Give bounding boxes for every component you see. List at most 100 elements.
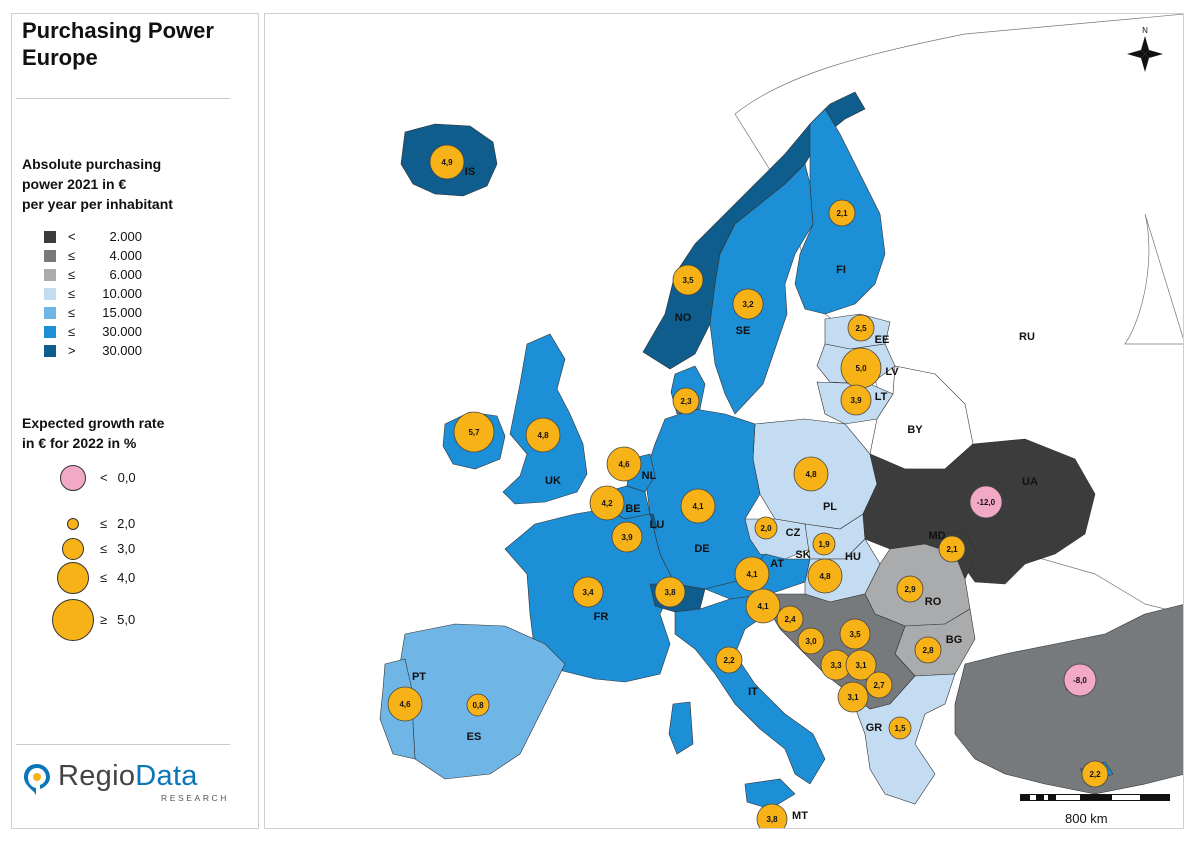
growth-bubble[interactable]: [672, 264, 704, 296]
growth-operator: <: [100, 470, 108, 485]
growth-bubble[interactable]: [654, 576, 686, 608]
growth-bubble-label: 3,5: [849, 630, 861, 639]
growth-bubble[interactable]: [776, 605, 804, 633]
growth-bubble[interactable]: [797, 627, 825, 655]
growth-bubble-label: 2,8: [922, 646, 934, 655]
country-label-lv: LV: [885, 366, 899, 378]
europe-map: IS NO SE FI RU EE LV LT BY UK NL BE LU DE PL UA CZ SK HU MD…: [379, 14, 1184, 829]
growth-operator: ≤: [100, 570, 108, 585]
growth-bubble-label: 1,9: [818, 540, 830, 549]
growth-bubble[interactable]: [429, 144, 465, 180]
class-value: 30.000: [102, 324, 142, 339]
growth-bubble[interactable]: [840, 384, 872, 416]
country-label-ee: EE: [875, 334, 890, 346]
growth-legend-symbol: [67, 518, 79, 530]
scale-bar: [1020, 794, 1170, 804]
growth-bubble-label: 2,1: [836, 209, 848, 218]
growth-bubble[interactable]: [732, 288, 764, 320]
growth-bubble[interactable]: [680, 488, 716, 524]
growth-legend-symbol: [52, 599, 94, 641]
growth-bubble[interactable]: [969, 485, 1003, 519]
country-tr[interactable]: [954, 604, 1184, 795]
growth-bubble-label: 2,0: [760, 524, 772, 533]
class-operator: >: [68, 343, 76, 358]
class-value: 2.000: [109, 229, 142, 244]
country-label-fr: FR: [594, 611, 609, 623]
growth-bubble[interactable]: [387, 686, 423, 722]
growth-bubble[interactable]: [938, 535, 966, 563]
growth-bubble-label: 3,1: [855, 661, 867, 670]
country-label-gr: GR: [866, 722, 883, 734]
country-label-de: DE: [694, 543, 709, 555]
growth-bubble[interactable]: [756, 803, 788, 829]
country-label-at: AT: [770, 558, 784, 570]
growth-legend-label: ≤3,0: [100, 541, 135, 556]
class-operator: ≤: [68, 324, 76, 339]
growth-bubble[interactable]: [865, 671, 893, 699]
country-label-ro: RO: [925, 596, 942, 608]
growth-bubble[interactable]: [672, 387, 700, 415]
class-value: 30.000: [102, 343, 142, 358]
growth-bubble[interactable]: [715, 646, 743, 674]
growth-bubble[interactable]: [828, 199, 856, 227]
growth-bubble[interactable]: [611, 521, 643, 553]
growth-bubble-label: 5,7: [468, 428, 480, 437]
growth-legend-label: <0,0: [100, 470, 136, 485]
country-it-sicily[interactable]: [744, 778, 796, 810]
growth-bubble[interactable]: [896, 575, 924, 603]
growth-bubble[interactable]: [1081, 760, 1109, 788]
compass-north-label: N: [1142, 26, 1148, 35]
growth-bubble[interactable]: [572, 576, 604, 608]
growth-bubble-label: 3,8: [664, 588, 676, 597]
growth-bubble[interactable]: [734, 556, 770, 592]
growth-bubble[interactable]: [745, 588, 781, 624]
growth-bubble[interactable]: [839, 618, 871, 650]
country-label-mt: MT: [792, 810, 808, 822]
growth-value: 5,0: [117, 612, 136, 627]
growth-bubble-label: 3,2: [742, 300, 754, 309]
growth-bubble[interactable]: [453, 411, 495, 453]
growth-bubble[interactable]: [466, 693, 490, 717]
growth-bubble-label: 1,5: [894, 724, 906, 733]
growth-bubble-label: -12,0: [977, 498, 996, 507]
growth-bubble[interactable]: [754, 516, 778, 540]
growth-bubble[interactable]: [837, 681, 869, 713]
class-value: 4.000: [109, 248, 142, 263]
growth-bubble[interactable]: [807, 558, 843, 594]
growth-bubble[interactable]: [845, 649, 877, 681]
divider: [16, 98, 230, 99]
class-swatch: [44, 326, 56, 338]
growth-bubble[interactable]: [812, 532, 836, 556]
growth-bubble[interactable]: [606, 446, 642, 482]
country-it-sardinia[interactable]: [668, 701, 694, 755]
growth-bubble[interactable]: [914, 636, 942, 664]
growth-value: 4,0: [117, 570, 136, 585]
country-label-es: ES: [467, 731, 482, 743]
growth-bubble[interactable]: [793, 456, 829, 492]
growth-bubble-label: 5,0: [855, 364, 867, 373]
logo-pin-icon: [24, 764, 50, 795]
country-label-cz: CZ: [786, 527, 801, 539]
growth-bubble-label: 3,9: [850, 396, 862, 405]
growth-bubble[interactable]: [525, 417, 561, 453]
divider: [16, 744, 230, 745]
growth-bubble-label: 3,3: [830, 661, 842, 670]
growth-bubble[interactable]: [847, 314, 875, 342]
class-value: 6.000: [109, 267, 142, 282]
country-label-fi: FI: [836, 264, 846, 276]
growth-legend-label: ≤2,0: [100, 516, 135, 531]
growth-bubble-label: 3,0: [805, 637, 817, 646]
class-value: 10.000: [102, 286, 142, 301]
class-operator: <: [68, 229, 76, 244]
growth-bubble[interactable]: [589, 485, 625, 521]
growth-bubble[interactable]: [1063, 663, 1097, 697]
legend-panel: [11, 13, 259, 829]
map-title: Purchasing Power Europe: [22, 17, 242, 71]
growth-bubble[interactable]: [888, 716, 912, 740]
class-operator: ≤: [68, 248, 76, 263]
growth-value: 3,0: [117, 541, 136, 556]
country-se[interactable]: [709, 163, 814, 415]
class-value: 15.000: [102, 305, 142, 320]
growth-bubble-label: 4,2: [601, 499, 613, 508]
logo-subtitle: RESEARCH: [161, 793, 230, 803]
